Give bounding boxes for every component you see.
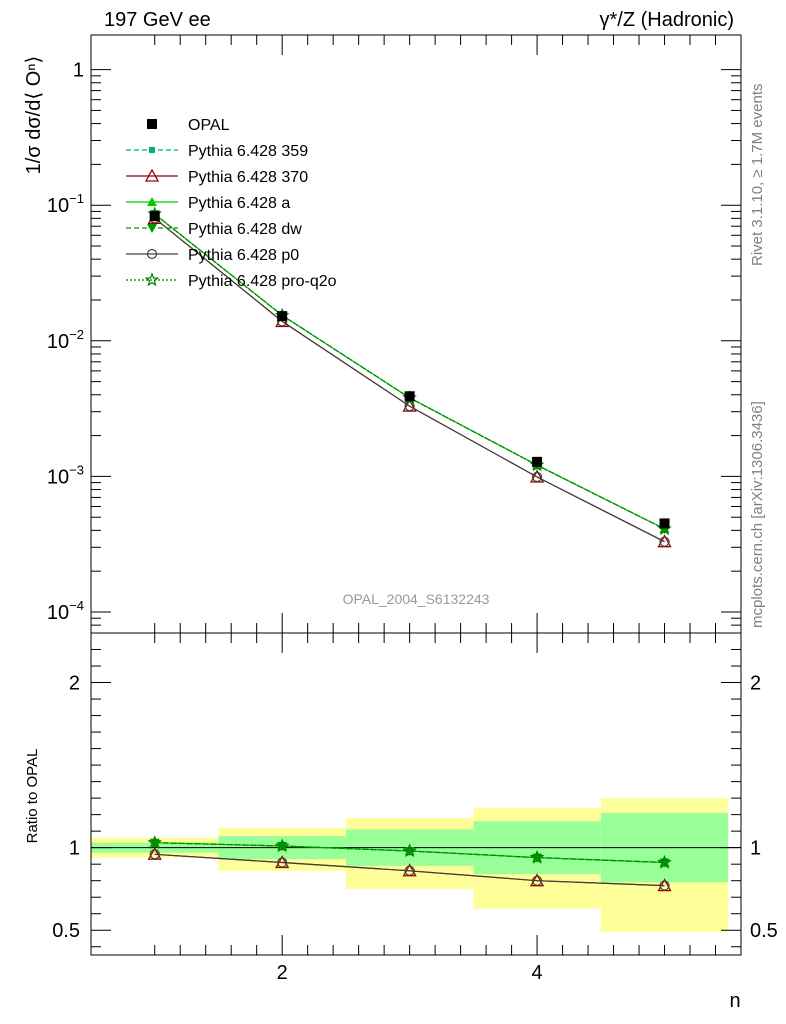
ratio-frame — [90, 632, 742, 956]
main-y-tick-exponent: −2 — [69, 327, 84, 342]
legend-marker-pdw — [147, 224, 157, 233]
main-y-axis-label: 1/σ dσ/d⟨ Oⁿ⟩ — [23, 56, 45, 175]
main-y-tick-label: 10−4 — [47, 598, 84, 624]
main-y-tick-base: 10 — [47, 466, 69, 488]
main-y-tick-base: 10 — [47, 331, 69, 353]
main-point-opal — [149, 211, 160, 222]
rivet-label: Rivet 3.1.10, ≥ 1.7M events — [749, 84, 766, 267]
main-y-tick-exponent: −4 — [69, 598, 84, 613]
ratio-x-tick-label: 4 — [532, 962, 543, 984]
legend-entry-pa: Pythia 6.428 a — [188, 195, 290, 212]
main-ticks — [91, 35, 741, 634]
main-point-pp0 — [531, 471, 543, 483]
header-left-title: 197 GeV ee — [104, 9, 211, 31]
ratio-point-pq2o — [147, 835, 162, 849]
main-point-opal — [277, 311, 288, 322]
legend-entry-pp0: Pythia 6.428 p0 — [188, 247, 299, 264]
ratio-y-tick-labels: 0.5 0.5 1 1 2 2 — [52, 673, 778, 943]
ratio-y-tick-label-right: 1 — [750, 838, 761, 860]
ratio-line-pp0 — [154, 853, 665, 887]
main-point-opal — [659, 518, 670, 529]
legend-entry-p370: Pythia 6.428 370 — [188, 169, 308, 186]
ratio-y-tick-label-left: 0.5 — [52, 920, 80, 942]
ratio-x-tick-label: 2 — [277, 962, 288, 984]
legend-marker-pp0 — [146, 248, 158, 260]
main-point-opal — [404, 391, 415, 402]
ratio-point-pq2o — [529, 849, 545, 864]
legend-marker-pa — [147, 197, 157, 206]
main-y-tick-labels: 110−110−210−310−4 — [47, 60, 84, 624]
main-y-tick-label: 1 — [73, 60, 84, 82]
header-right-title: γ*/Z (Hadronic) — [600, 9, 734, 31]
ratio-point-pp0 — [277, 857, 288, 868]
main-line-pq2o — [154, 213, 665, 530]
main-y-tick-exponent: −1 — [69, 191, 84, 206]
ratio-point-pq2o — [402, 843, 417, 858]
ratio-line-pq2o — [154, 842, 665, 864]
main-y-tick-base: 10 — [47, 195, 69, 217]
legend-marker-opal — [147, 119, 157, 129]
main-point-pp0 — [404, 400, 415, 412]
legend: OPAL Pythia 6.428 359 Pythia 6.428 370 Pyth… — [126, 117, 337, 290]
main-y-tick-exponent: −3 — [69, 462, 84, 477]
ratio-point-pq2o — [657, 854, 672, 869]
ratio-y-tick-label-right: 2 — [750, 673, 761, 695]
main-series — [147, 206, 672, 548]
ratio-y-tick-label-left: 2 — [69, 673, 80, 695]
mcplots-label: mcplots.cern.ch [arXiv:1306.3436] — [749, 401, 766, 628]
ratio-point-pp0 — [659, 880, 670, 891]
main-point-opal — [532, 456, 543, 467]
ratio-point-pp0 — [404, 865, 415, 876]
legend-entry-pdw: Pythia 6.428 dw — [188, 221, 302, 238]
main-line-p370 — [154, 217, 665, 543]
ratio-point-pp0 — [531, 875, 543, 886]
legend-marker-p370 — [144, 168, 160, 182]
legend-marker-pq2o — [144, 272, 160, 287]
main-y-tick-label: 10−3 — [47, 462, 84, 488]
analysis-label: OPAL_2004_S6132243 — [343, 591, 490, 607]
main-point-pp0 — [659, 536, 670, 547]
legend-entry-pq2o: Pythia 6.428 pro-q2o — [188, 273, 337, 290]
ratio-point-pq2o — [274, 838, 290, 853]
ratio-y-tick-label-left: 1 — [69, 838, 80, 860]
main-panel: 110−110−210−310−4 1/σ dσ/d⟨ Oⁿ⟩ OPAL_200… — [23, 34, 742, 634]
ratio-y-axis-label: Ratio to OPAL — [24, 749, 41, 844]
main-y-tick-label: 10−1 — [47, 191, 84, 217]
ratio-uncertainty-bands — [91, 798, 741, 932]
ratio-y-tick-label-right: 0.5 — [750, 920, 778, 942]
ratio-point-pp0 — [149, 849, 160, 860]
legend-entry-opal: OPAL — [188, 117, 230, 134]
ratio-series — [147, 835, 672, 892]
ratio-ticks — [91, 633, 741, 955]
main-line-pp0 — [154, 217, 665, 543]
legend-entry-p359: Pythia 6.428 359 — [188, 143, 308, 160]
x-axis-label: n — [729, 990, 740, 1012]
legend-marker-p359 — [149, 147, 155, 153]
main-y-tick-label: 10−2 — [47, 327, 84, 353]
main-y-tick-base: 10 — [47, 602, 69, 624]
